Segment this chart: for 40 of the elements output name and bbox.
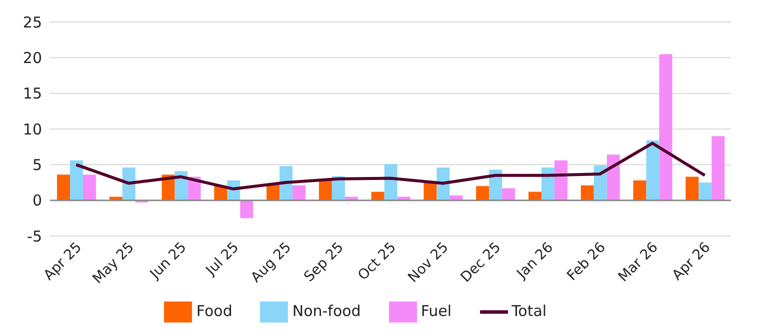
y-tick-label: 0 — [32, 192, 42, 210]
x-tick-label: Feb 26 — [564, 239, 609, 284]
x-tick-label: Mar 26 — [616, 239, 662, 286]
bar — [70, 160, 83, 200]
y-tick-label: 25 — [22, 13, 42, 32]
bar — [712, 136, 725, 200]
legend-label: Food — [196, 302, 232, 320]
x-tick-label: Jan 26 — [513, 239, 557, 283]
bar — [554, 160, 568, 200]
x-tick-label: Apr 26 — [669, 239, 714, 284]
x-tick-label: Nov 25 — [405, 240, 452, 286]
legend-label: Fuel — [420, 302, 452, 320]
bar — [698, 182, 712, 200]
bar — [633, 180, 646, 200]
y-tick-label: -5 — [27, 227, 42, 246]
x-tick-label: Oct 25 — [355, 240, 400, 284]
x-tick-label: Sep 25 — [301, 240, 347, 286]
legend-label: Total — [512, 302, 547, 320]
y-tick-label: 20 — [22, 48, 42, 67]
x-tick-label: Jul 25 — [202, 240, 242, 280]
bar — [580, 185, 594, 200]
y-tick-label: 10 — [22, 120, 42, 138]
y-tick-label: 15 — [22, 84, 42, 103]
legend-label: Non-food — [292, 302, 361, 320]
bar — [240, 200, 254, 218]
bar — [606, 154, 620, 200]
bar — [424, 182, 437, 200]
bar — [83, 174, 96, 200]
x-tick-label: Apr 25 — [40, 240, 86, 284]
bar — [476, 186, 490, 200]
x-tick-label: Jun 25 — [146, 240, 190, 283]
bar — [502, 188, 516, 200]
bar — [659, 54, 672, 200]
bar — [646, 140, 660, 200]
bar — [292, 185, 306, 200]
bar — [686, 176, 699, 200]
x-tick-label: Dec 25 — [458, 240, 504, 286]
y-tick-label: 5 — [32, 156, 42, 174]
bar — [57, 174, 70, 200]
line-series — [74, 142, 706, 190]
